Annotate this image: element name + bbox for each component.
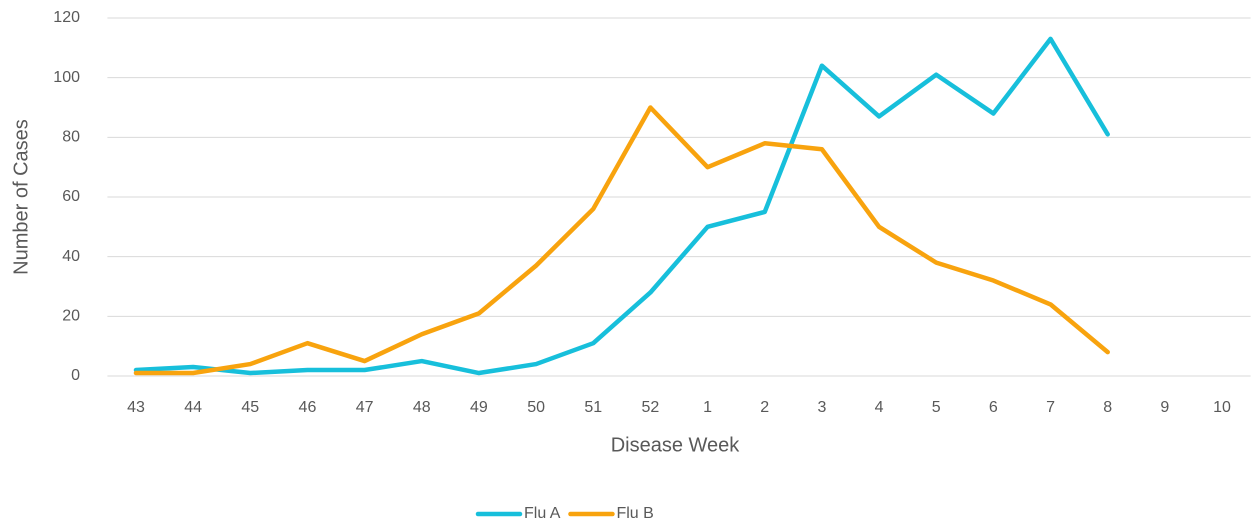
y-tick-label: 40 <box>62 248 80 265</box>
x-tick-label: 1 <box>703 399 712 416</box>
y-tick-label: 80 <box>62 129 80 146</box>
y-tick-label: 100 <box>53 69 80 86</box>
x-tick-label: 48 <box>413 399 431 416</box>
x-tick-label: 4 <box>875 399 884 416</box>
legend-label: Flu B <box>616 505 653 522</box>
x-tick-label: 43 <box>127 399 145 416</box>
y-tick-label: 20 <box>62 308 80 325</box>
x-tick-label: 2 <box>760 399 769 416</box>
y-tick-label: 0 <box>71 367 80 384</box>
x-tick-label: 6 <box>989 399 998 416</box>
y-axis-title: Number of Cases <box>10 119 32 275</box>
x-tick-label: 7 <box>1046 399 1055 416</box>
x-tick-label: 52 <box>642 399 660 416</box>
x-tick-label: 49 <box>470 399 488 416</box>
x-tick-label: 45 <box>241 399 259 416</box>
x-tick-label: 5 <box>932 399 941 416</box>
x-tick-label: 8 <box>1103 399 1112 416</box>
x-tick-label: 44 <box>184 399 202 416</box>
x-tick-label: 51 <box>584 399 602 416</box>
x-tick-label: 46 <box>299 399 317 416</box>
x-tick-label: 9 <box>1160 399 1169 416</box>
line <box>133 105 1110 376</box>
x-tick-label: 47 <box>356 399 374 416</box>
y-tick-label: 60 <box>62 188 80 205</box>
x-axis-title: Disease Week <box>611 434 741 456</box>
x-tick-label: 3 <box>817 399 826 416</box>
legend-label: Flu A <box>524 505 561 522</box>
line <box>133 36 1110 376</box>
x-tick-label: 10 <box>1213 399 1231 416</box>
x-tick-label: 50 <box>527 399 545 416</box>
y-tick-label: 120 <box>53 9 80 26</box>
